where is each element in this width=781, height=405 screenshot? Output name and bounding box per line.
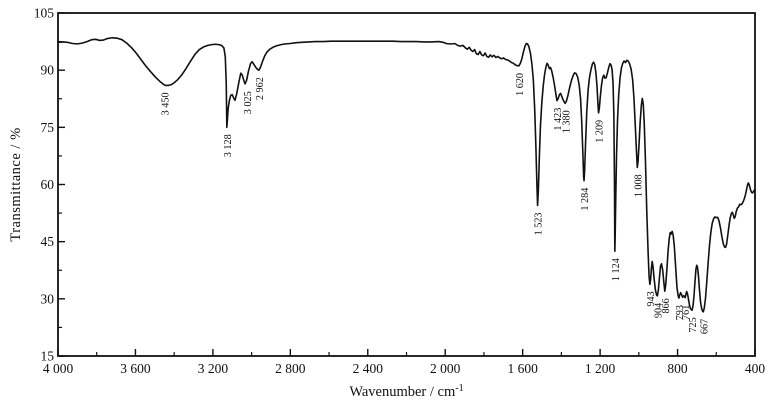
x-axis-title: Wavenumber / cm-1 (349, 383, 463, 400)
y-axis-tick-label: 90 (41, 63, 55, 78)
peak-label: 2 962 (255, 77, 266, 100)
y-axis-tick-label: 75 (41, 120, 55, 135)
x-axis-tick-label: 4 000 (43, 361, 74, 376)
x-axis-tick-label: 3 600 (120, 361, 151, 376)
y-axis-tick-label: 15 (41, 349, 55, 364)
peak-label: 1 620 (515, 73, 526, 96)
x-axis-tick-label: 2 000 (430, 361, 461, 376)
x-axis-tick-label: 1 200 (585, 361, 616, 376)
peak-label: 761 (681, 305, 692, 320)
x-axis-tick-label: 800 (667, 361, 688, 376)
x-axis-tick-label: 400 (745, 361, 766, 376)
x-axis-tick-label: 3 200 (198, 361, 229, 376)
x-axis-tick-label: 1 600 (507, 361, 538, 376)
peak-label: 1 523 (534, 212, 545, 235)
x-axis-tick-label: 2 400 (353, 361, 384, 376)
peak-label: 866 (661, 298, 672, 313)
peak-label: 1 284 (580, 188, 591, 211)
peak-label: 1 124 (611, 258, 622, 281)
spectrum-curve (57, 36, 756, 313)
peak-label: 793 (675, 305, 686, 320)
y-axis-title: Transmittance / % (8, 127, 24, 241)
y-axis-tick-label: 30 (41, 291, 55, 306)
y-axis-tick-label: 45 (41, 234, 55, 249)
peak-label: 3 025 (243, 91, 254, 114)
peak-label: 725 (688, 317, 699, 332)
peak-label: 1 423 (553, 108, 564, 131)
y-axis-tick-label: 60 (41, 177, 55, 192)
peak-label: 667 (699, 319, 710, 334)
peak-label: 1 380 (561, 110, 572, 133)
peak-label: 3 128 (223, 134, 234, 157)
y-axis-tick-label: 105 (34, 6, 55, 21)
peak-label: 3 450 (160, 92, 171, 115)
x-axis-tick-label: 2 800 (275, 361, 306, 376)
peak-label: 1 008 (633, 174, 644, 197)
peak-label: 904 (653, 303, 664, 318)
peak-label: 1 209 (594, 120, 605, 143)
peak-label: 943 (646, 291, 657, 306)
